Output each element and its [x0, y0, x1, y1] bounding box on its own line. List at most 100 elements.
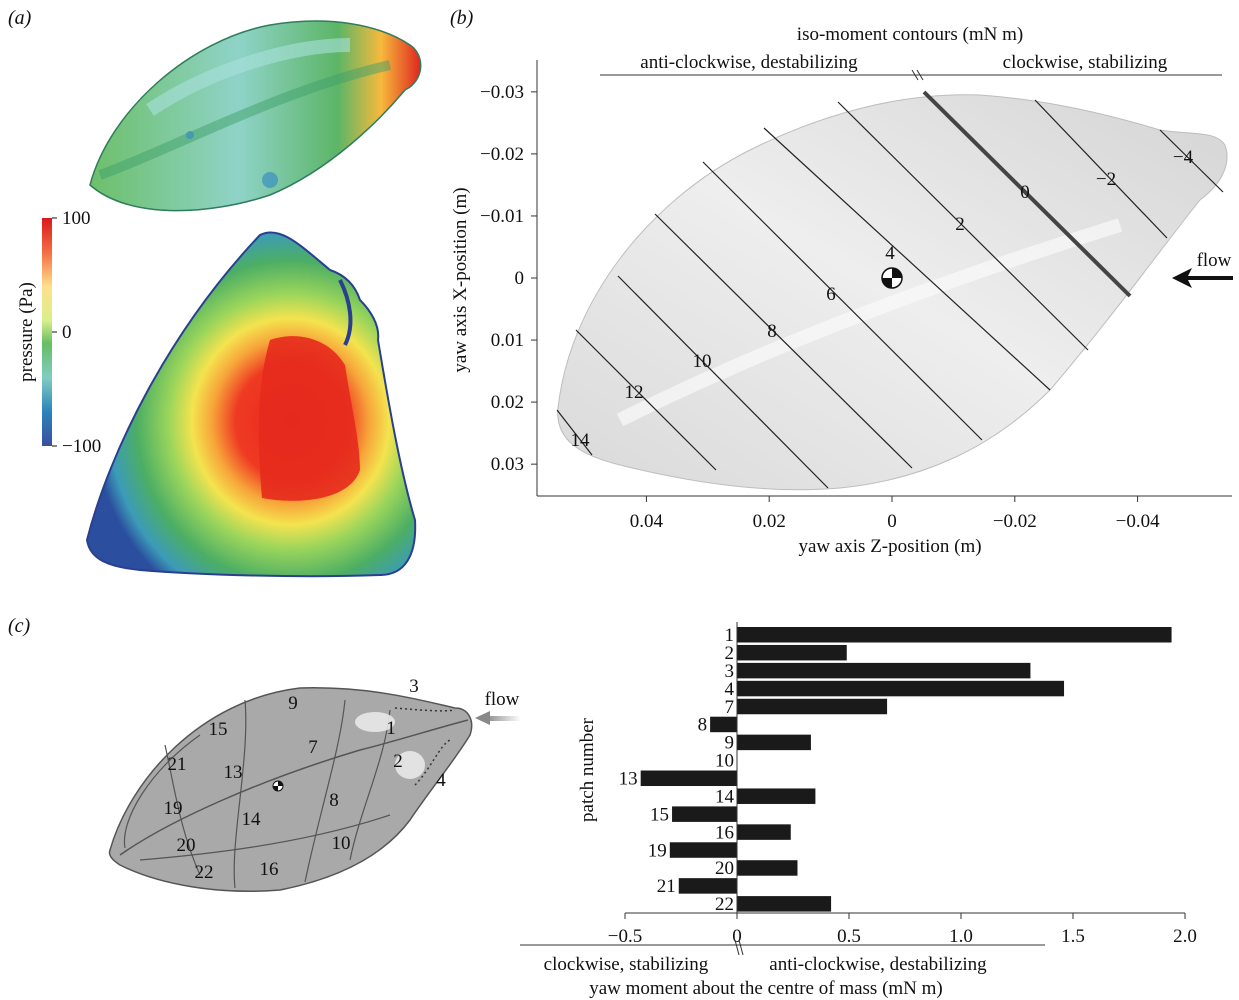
contour-line: [837, 101, 1089, 351]
y-axis-title-b: yaw axis X-position (m): [450, 187, 471, 372]
contour-header: iso-moment contours (mN m): [797, 24, 1023, 45]
contour-label: 10: [693, 351, 712, 372]
bar-x-tick-label: −0.5: [608, 926, 642, 947]
bar-patch-21: [678, 878, 737, 894]
panel-b: (b) iso-moment contours (mN m) anti-cloc…: [450, 7, 1233, 557]
panel-c-label: (c): [8, 615, 31, 637]
y-tick-label-b: −0.01: [480, 206, 524, 227]
patch-label: 4: [436, 770, 446, 791]
bar-category-label: 15: [650, 804, 669, 825]
y-tick-label-b: 0.01: [491, 330, 524, 351]
bar-patch-3: [737, 662, 1031, 679]
colorbar: 100 0 −100 pressure (Pa): [16, 208, 101, 457]
contour-line: [1159, 129, 1224, 193]
colorbar-mid-label: 0: [62, 322, 72, 343]
leaf-top-view: [89, 20, 422, 212]
contour-line: [617, 275, 829, 489]
contour-label: 8: [767, 321, 777, 342]
bar-category-label: 14: [715, 786, 735, 807]
bar-x-tick-label: 0: [732, 926, 742, 947]
colorbar-min-label: −100: [62, 436, 101, 457]
contour-label: 12: [625, 382, 644, 403]
bar-patch-16: [737, 824, 791, 840]
patch-label: 8: [329, 790, 339, 811]
patch-label: 16: [260, 859, 279, 880]
flow-arrow-b: flow: [1172, 250, 1233, 288]
colorbar-title: pressure (Pa): [16, 282, 37, 382]
bar-category-label: 4: [725, 679, 735, 700]
y-tick-label-b: 0.03: [491, 454, 524, 475]
panel-b-label: (b): [450, 7, 474, 29]
bar-patch-7: [737, 698, 888, 715]
bar-left-note: clockwise, stabilizing: [544, 954, 709, 975]
patch-label: 2: [393, 751, 403, 772]
flow-label-b: flow: [1197, 250, 1232, 271]
bar-category-label: 22: [715, 894, 734, 915]
bar-x-axis-title: yaw moment about the centre of mass (mN …: [589, 978, 943, 999]
leaf-silhouette: [557, 94, 1228, 491]
patch-labels: 1 2 3 4 7 8 9 10 13 14 15 16 19 20 21 22: [164, 676, 447, 883]
bar-patch-13: [640, 770, 737, 787]
patch-label: 13: [224, 762, 243, 783]
bar-y-axis-title: patch number: [577, 717, 598, 822]
bar-category-label: 8: [698, 715, 708, 736]
patch-label: 1: [386, 718, 396, 739]
bar-patch-4: [737, 680, 1065, 697]
bar-x-tick-label: 1.5: [1061, 926, 1085, 947]
contour-labels: 14 12 10 8 6 4 2 0 −2 −4: [571, 147, 1194, 451]
x-tick-label-b: −0.04: [1116, 511, 1160, 532]
x-tick-label-b: 0: [887, 511, 897, 532]
patch-label: 14: [242, 809, 262, 830]
bar-patch-14: [737, 788, 816, 804]
axes-b: 0.04 0.02 0 −0.02 −0.04 −0.03 −0.02 −0.01 0 0.01 0…: [480, 60, 1232, 532]
contour-label: 14: [571, 430, 591, 451]
contour-line: [654, 213, 913, 469]
contour-label: −4: [1173, 147, 1194, 168]
bar-patch-9: [737, 734, 811, 751]
panel-a: (a) 100 0 −100 pressure (Pa): [8, 7, 422, 578]
bar-category-label: 7: [725, 697, 735, 718]
bar-category-label: 9: [725, 733, 735, 754]
bar-category-label: 20: [715, 858, 734, 879]
contour-line: [556, 409, 593, 456]
patch-label: 7: [308, 737, 318, 758]
contour-line: [575, 329, 717, 471]
bar-category-label: 10: [715, 751, 734, 772]
contour-label: 4: [885, 243, 895, 264]
bar-right-note: anti-clockwise, destabilizing: [769, 954, 987, 975]
bar-patch-22: [737, 896, 832, 912]
bar-x-tick-label: 0.5: [837, 926, 861, 947]
contour-line: [922, 90, 1132, 298]
bar-patch-15: [672, 806, 737, 822]
patch-label: 22: [195, 862, 214, 883]
flow-arrow-c: flow: [475, 689, 521, 725]
patch-label: 15: [209, 719, 228, 740]
contour-label: 2: [955, 214, 965, 235]
bar-patch-20: [737, 860, 798, 876]
patch-label: 19: [164, 798, 183, 819]
patch-label: 20: [177, 835, 196, 856]
bar-category-label: 2: [725, 643, 735, 664]
bar-category-label: 21: [657, 876, 676, 897]
flow-label-c: flow: [485, 689, 520, 710]
bar-patch-19: [669, 842, 737, 858]
bar-x-tick-label: 1.0: [949, 926, 973, 947]
patch-label: 9: [288, 693, 298, 714]
patch-diagram: [108, 687, 473, 893]
contour-lines: [556, 90, 1224, 489]
y-tick-label-b: −0.03: [480, 82, 524, 103]
bar-category-label: 19: [648, 840, 667, 861]
y-tick-label-b: 0.02: [491, 392, 524, 413]
bar-patch-2: [737, 644, 847, 661]
colorbar-max-label: 100: [62, 208, 91, 229]
patch-label: 21: [168, 754, 187, 775]
centre-of-mass-marker: [881, 267, 903, 289]
contour-label: 6: [826, 284, 836, 305]
bar-x-tick-label: 2.0: [1173, 926, 1197, 947]
x-tick-label-b: −0.02: [993, 511, 1037, 532]
bar-category-label: 13: [619, 769, 638, 790]
clockwise-note: clockwise, stabilizing: [1003, 52, 1168, 73]
bar-category-label: 16: [715, 822, 734, 843]
